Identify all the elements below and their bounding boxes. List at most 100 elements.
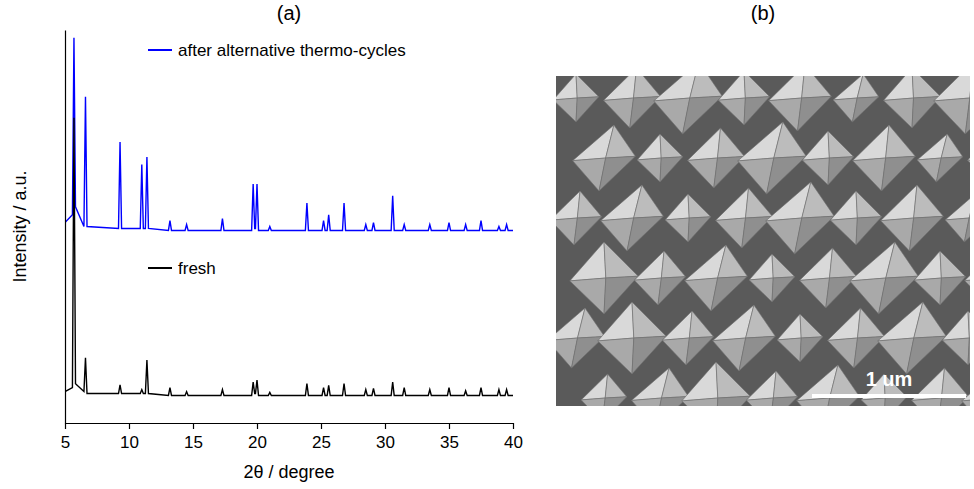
crystal-face: [856, 191, 882, 218]
crystal-face: [746, 398, 773, 406]
crystal-face: [746, 188, 773, 218]
crystal-face: [969, 194, 970, 218]
crystal-face: [604, 76, 637, 100]
x-tick-label: 40: [504, 433, 523, 452]
crystal-face: [682, 362, 718, 401]
crystal-face: [604, 98, 634, 128]
x-tick-mark: [513, 423, 514, 429]
series-line: [65, 38, 513, 231]
crystal-face: [716, 396, 750, 406]
crystal-face: [627, 216, 663, 251]
series-line: [65, 118, 513, 396]
crystal-face: [800, 337, 823, 362]
x-tick-mark: [65, 423, 66, 429]
crystal-face: [637, 158, 661, 182]
crystal-face: [634, 76, 661, 98]
crystal-face: [828, 131, 854, 158]
crystal-face: [856, 217, 882, 245]
x-tick-label: 35: [440, 433, 459, 452]
x-tick: 35: [440, 423, 459, 452]
micrograph-background: [556, 76, 970, 406]
panel-title: (b): [751, 2, 775, 24]
crystal-face: [556, 76, 577, 100]
crystal-face: [744, 97, 770, 125]
crystal-face: [739, 336, 775, 371]
crystal-face: [716, 188, 749, 220]
crystal-face: [598, 302, 634, 341]
x-tick-label: 5: [61, 433, 70, 452]
crystal-face: [853, 125, 889, 161]
crystal-face: [634, 251, 664, 280]
crystal-face: [749, 278, 773, 302]
crystal-face: [970, 76, 971, 98]
x-tick-label: 25: [312, 433, 331, 452]
crystal-face: [936, 157, 962, 182]
legend-swatch: [148, 49, 172, 51]
crystal-face: [686, 337, 714, 365]
crystal-face: [634, 278, 661, 305]
x-tick-label: 30: [376, 433, 395, 452]
x-tick-mark: [257, 423, 258, 429]
x-axis: 510152025303540: [61, 423, 523, 452]
crystal-face: [884, 76, 914, 100]
crystal-face: [802, 76, 832, 98]
crystal-face: [598, 338, 634, 374]
crystal-face: [581, 374, 607, 400]
crystal-face: [830, 365, 860, 398]
crystal-face: [800, 248, 833, 280]
x-tick-mark: [321, 423, 322, 429]
crystal-face: [570, 242, 606, 281]
crystal-face: [830, 218, 857, 245]
crystal-face: [556, 191, 580, 220]
crystal-face: [662, 338, 689, 365]
crystal-face: [718, 98, 745, 125]
x-axis-title: 2θ / degree: [243, 462, 334, 482]
crystal-face: [940, 277, 966, 305]
crystal-face: [886, 242, 918, 278]
crystal-face: [688, 217, 711, 242]
scale-bar: [812, 394, 966, 398]
crystal-face: [581, 398, 605, 406]
crystal-face: [962, 398, 970, 406]
crystal-face: [632, 398, 662, 406]
crystal-face: [556, 218, 577, 245]
crystal-face: [637, 134, 661, 160]
crystal-face: [665, 218, 689, 242]
y-axis-line: [65, 31, 66, 424]
micrograph: [556, 76, 970, 406]
crystal-face: [934, 76, 970, 101]
crystal-face: [769, 76, 805, 101]
crystal-face: [718, 128, 745, 158]
crystal-face: [852, 97, 878, 122]
crystal-face: [858, 308, 885, 338]
x-tick: 10: [120, 423, 139, 452]
crystal-face: [830, 248, 857, 278]
crystal-face: [602, 397, 627, 406]
crystal-face: [604, 242, 638, 278]
x-tick-mark: [129, 423, 130, 429]
crystal-face: [879, 276, 919, 314]
crystal-face: [798, 96, 832, 131]
crystal-face: [968, 128, 971, 160]
crystal-face: [665, 194, 689, 220]
crystal-face: [853, 158, 886, 191]
crystal-face: [634, 185, 664, 218]
crystal-face: [746, 305, 776, 338]
crystal-face: [857, 76, 879, 98]
crystal-face: [797, 398, 830, 406]
x-tick-label: 15: [184, 433, 203, 452]
figure: (a)5101520253035402θ / degreeIntensity /…: [0, 0, 974, 489]
crystal-face: [576, 97, 599, 122]
x-tick: 40: [504, 423, 523, 452]
crystal-face: [660, 134, 683, 158]
crystal-face: [772, 277, 795, 302]
crystal-face: [800, 314, 823, 338]
legend: after alternative thermo-cyclesfresh: [148, 41, 406, 278]
crystal-face: [802, 131, 829, 160]
crystal-face: [912, 76, 941, 98]
crystal-face: [881, 185, 917, 221]
crystal-face: [912, 398, 942, 406]
crystal-face: [605, 374, 627, 398]
crystal-face: [914, 302, 946, 338]
crystal-face: [968, 337, 970, 365]
